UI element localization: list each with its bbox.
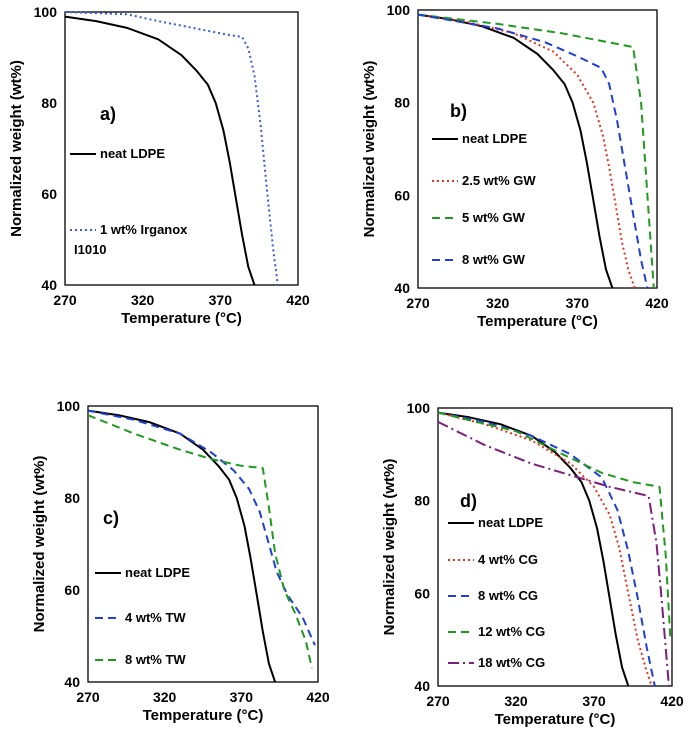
- panel-a: 270 320 370 420 40 60 80 100 Temperature (°C) Nor…: [8, 4, 310, 327]
- y-tick-label: 100: [387, 2, 411, 18]
- y-tick-label: 40: [394, 280, 410, 296]
- legend-label: 4 wt% TW: [125, 610, 186, 625]
- panel-tag: b): [450, 101, 467, 121]
- x-tick-label: 320: [131, 292, 155, 308]
- x-tick-label: 370: [209, 292, 233, 308]
- y-tick-label: 80: [394, 95, 410, 111]
- series-line: [417, 13, 655, 289]
- panel-tag: d): [460, 491, 477, 511]
- x-tick-label: 420: [286, 292, 310, 308]
- legend-label: 1 wt% Irganox: [100, 222, 188, 237]
- legend-label: 5 wt% GW: [462, 210, 526, 225]
- x-axis-title: Temperature (°C): [495, 711, 616, 728]
- series-line: [437, 411, 653, 687]
- plot-frame: [87, 405, 319, 683]
- x-tick-label: 420: [660, 693, 684, 709]
- y-tick-label: 40: [414, 678, 430, 694]
- legend-label: neat LDPE: [125, 565, 190, 580]
- legend-label: I1010: [74, 242, 107, 257]
- x-tick-label: 270: [53, 292, 77, 308]
- series-line: [87, 409, 316, 646]
- panel-tag: a): [100, 104, 116, 124]
- legend-label: neat LDPE: [478, 515, 543, 530]
- legend-label: 8 wt% CG: [478, 588, 538, 603]
- x-tick-label: 270: [76, 689, 100, 705]
- x-tick-label: 320: [153, 689, 177, 705]
- x-axis-title: Temperature (°C): [477, 313, 598, 330]
- x-tick-label: 370: [566, 295, 590, 311]
- x-tick-label: 370: [230, 689, 254, 705]
- series-line: [87, 414, 313, 669]
- x-tick-label: 270: [406, 295, 430, 311]
- y-tick-label: 60: [64, 582, 80, 598]
- panel-d: 270 320 370 420 40 60 80 100 Temperature (°C) Nor…: [381, 400, 684, 728]
- x-tick-label: 320: [486, 295, 510, 311]
- y-tick-label: 80: [64, 490, 80, 506]
- series-line: [64, 15, 256, 286]
- series-line: [87, 409, 277, 683]
- legend-label: neat LDPE: [462, 131, 527, 146]
- y-tick-label: 100: [34, 4, 58, 20]
- x-tick-label: 420: [645, 295, 669, 311]
- x-tick-label: 270: [426, 693, 450, 709]
- x-axis-title: Temperature (°C): [143, 707, 264, 724]
- y-axis-title: Normalized weight (wt%): [381, 459, 398, 636]
- legend-label: 2.5 wt% GW: [462, 173, 536, 188]
- x-axis-title: Temperature (°C): [121, 310, 242, 327]
- x-tick-label: 320: [504, 693, 528, 709]
- legend-label: 12 wt% CG: [478, 624, 545, 639]
- series-line: [64, 11, 279, 286]
- y-tick-label: 80: [41, 95, 57, 111]
- series-line: [417, 13, 649, 289]
- series-line: [437, 411, 672, 640]
- series-line: [437, 421, 670, 687]
- legend-label: 4 wt% CG: [478, 552, 538, 567]
- panel-b: 270 320 370 420 40 60 80 100 Temperature (°C) Nor…: [361, 2, 669, 330]
- plot-frame: [437, 407, 673, 687]
- legend-label: neat LDPE: [100, 146, 165, 161]
- panel-c: 270 320 370 420 40 60 80 100 Temperature (°C) Nor…: [31, 398, 330, 724]
- y-tick-label: 60: [414, 585, 430, 601]
- series-line: [437, 411, 630, 687]
- y-tick-label: 100: [407, 400, 431, 416]
- y-tick-label: 100: [57, 398, 81, 414]
- series-line: [417, 13, 614, 289]
- y-tick-label: 40: [41, 277, 57, 293]
- plot-frame: [417, 9, 658, 289]
- plot-frame: [64, 11, 299, 286]
- legend-label: 8 wt% TW: [125, 652, 186, 667]
- x-tick-label: 420: [306, 689, 330, 705]
- y-axis-title: Normalized weight (wt%): [8, 60, 25, 237]
- y-tick-label: 40: [64, 674, 80, 690]
- series-line: [437, 411, 656, 687]
- legend-label: 18 wt% CG: [478, 655, 545, 670]
- x-tick-label: 370: [582, 693, 606, 709]
- y-axis-title: Normalized weight (wt%): [31, 456, 48, 633]
- y-axis-title: Normalized weight (wt%): [361, 61, 378, 238]
- y-tick-label: 60: [394, 187, 410, 203]
- y-tick-label: 80: [414, 493, 430, 509]
- y-tick-label: 60: [41, 186, 57, 202]
- legend-label: 8 wt% GW: [462, 252, 526, 267]
- panel-tag: c): [103, 508, 119, 528]
